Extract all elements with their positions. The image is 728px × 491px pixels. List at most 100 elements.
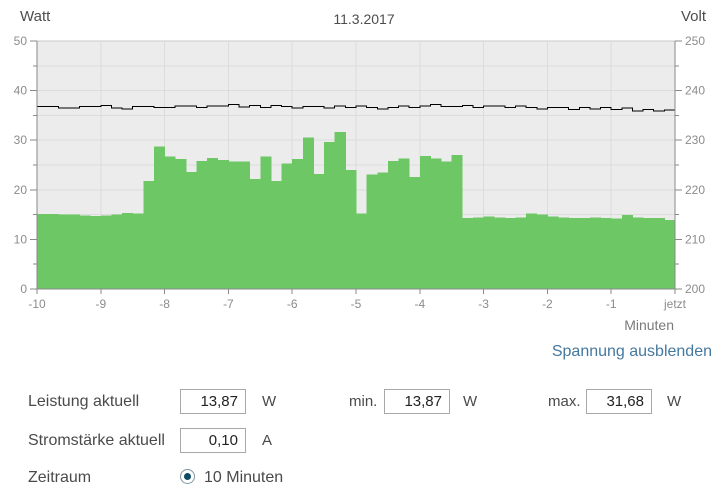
power-min-label: min. xyxy=(349,393,378,410)
power-unit: W xyxy=(262,393,277,410)
power-bar xyxy=(153,146,165,289)
y-right-tick-label: 200 xyxy=(685,282,705,296)
power-bar xyxy=(79,215,91,289)
period-label: Zeitraum xyxy=(28,469,92,486)
power-bar xyxy=(68,214,80,289)
power-bar xyxy=(621,215,633,289)
voltage-line xyxy=(37,104,675,112)
power-min-unit: W xyxy=(463,393,478,410)
y-right-tick-label: 230 xyxy=(685,133,705,147)
current-unit: A xyxy=(262,432,273,449)
power-bar xyxy=(164,156,176,289)
power-input[interactable] xyxy=(180,389,246,414)
power-bar xyxy=(472,217,484,289)
x-tick-label: -7 xyxy=(223,297,234,311)
current-input[interactable] xyxy=(180,428,246,453)
power-bar xyxy=(589,217,601,289)
power-bar xyxy=(568,218,580,289)
power-bar xyxy=(185,171,197,289)
x-tick-label: -10 xyxy=(28,297,46,311)
power-min-input[interactable] xyxy=(384,389,450,414)
x-tick-label: -8 xyxy=(159,297,170,311)
minutes-axis-label: Minuten xyxy=(624,317,674,333)
power-bar xyxy=(494,217,506,289)
x-tick-label: -2 xyxy=(542,297,553,311)
power-bar xyxy=(270,180,282,289)
power-bar xyxy=(100,215,112,289)
power-label: Leistung aktuell xyxy=(28,393,140,410)
power-bar xyxy=(345,169,357,289)
power-bar xyxy=(324,142,336,289)
power-bar xyxy=(451,155,463,289)
current-label: Stromstärke aktuell xyxy=(28,432,165,449)
power-bar xyxy=(526,213,538,289)
power-bar xyxy=(398,158,410,289)
power-bar xyxy=(600,218,612,289)
power-max-label: max. xyxy=(548,393,581,410)
power-bar xyxy=(281,163,293,289)
power-bar xyxy=(558,217,570,289)
power-bar xyxy=(643,218,655,289)
power-bar xyxy=(196,161,208,289)
power-bar xyxy=(37,214,49,289)
power-bar xyxy=(217,160,229,289)
power-bar xyxy=(111,214,123,289)
chart-date-title: 11.3.2017 xyxy=(333,11,395,27)
y-left-tick-label: 40 xyxy=(14,84,28,98)
power-bar xyxy=(207,158,219,289)
power-bar xyxy=(462,218,474,289)
power-bar xyxy=(90,216,102,289)
power-max-input[interactable] xyxy=(586,389,652,414)
y-left-tick-label: 30 xyxy=(14,133,28,147)
y-left-tick-label: 0 xyxy=(20,282,27,296)
power-bar xyxy=(260,156,272,289)
power-bar xyxy=(228,161,240,289)
power-bar xyxy=(58,214,70,289)
power-bar xyxy=(313,173,325,289)
radio-dot xyxy=(184,473,191,480)
power-bar xyxy=(504,218,516,289)
power-bar xyxy=(377,172,389,289)
y-left-tick-label: 20 xyxy=(14,183,28,197)
power-bar xyxy=(611,218,623,289)
period-radio-10min[interactable] xyxy=(180,469,195,484)
power-bar xyxy=(334,131,346,289)
power-bar xyxy=(249,178,261,289)
power-bar xyxy=(536,214,548,289)
power-bar xyxy=(441,161,453,289)
power-bar xyxy=(122,213,134,289)
power-bar xyxy=(664,220,676,289)
power-bar xyxy=(143,180,155,289)
x-tick-label: -9 xyxy=(95,297,106,311)
power-bar xyxy=(419,156,431,289)
y-right-tick-label: 250 xyxy=(685,34,705,48)
volt-axis-title: Volt xyxy=(680,8,706,25)
x-tick-label: -3 xyxy=(478,297,489,311)
power-bar xyxy=(302,137,314,289)
period-option-label[interactable]: 10 Minuten xyxy=(204,469,284,486)
power-bar xyxy=(579,218,591,289)
power-bar xyxy=(239,161,251,289)
x-tick-label: -5 xyxy=(351,297,362,311)
x-tick-label: jetzt xyxy=(663,297,687,311)
x-tick-label: -4 xyxy=(414,297,425,311)
power-bar xyxy=(547,216,559,289)
hide-voltage-link[interactable]: Spannung ausblenden xyxy=(551,343,712,360)
power-bar xyxy=(387,161,399,289)
y-right-tick-label: 210 xyxy=(685,232,705,246)
x-tick-label: -1 xyxy=(606,297,617,311)
power-bar xyxy=(430,158,442,289)
power-bar xyxy=(356,213,368,289)
y-right-tick-label: 240 xyxy=(685,84,705,98)
x-tick-label: -6 xyxy=(287,297,298,311)
power-bar xyxy=(515,217,527,289)
power-bar xyxy=(292,159,304,289)
power-bar xyxy=(366,174,378,289)
power-bar xyxy=(132,213,144,289)
power-bar xyxy=(653,218,665,289)
y-right-tick-label: 220 xyxy=(685,183,705,197)
y-left-tick-label: 10 xyxy=(14,232,28,246)
power-voltage-chart: 0 10 20 30 40 50 200 210 220 230 240 250 -10 -9 -8 -7 -6… xyxy=(14,34,706,311)
power-bar xyxy=(632,217,644,289)
power-bar xyxy=(409,176,421,289)
